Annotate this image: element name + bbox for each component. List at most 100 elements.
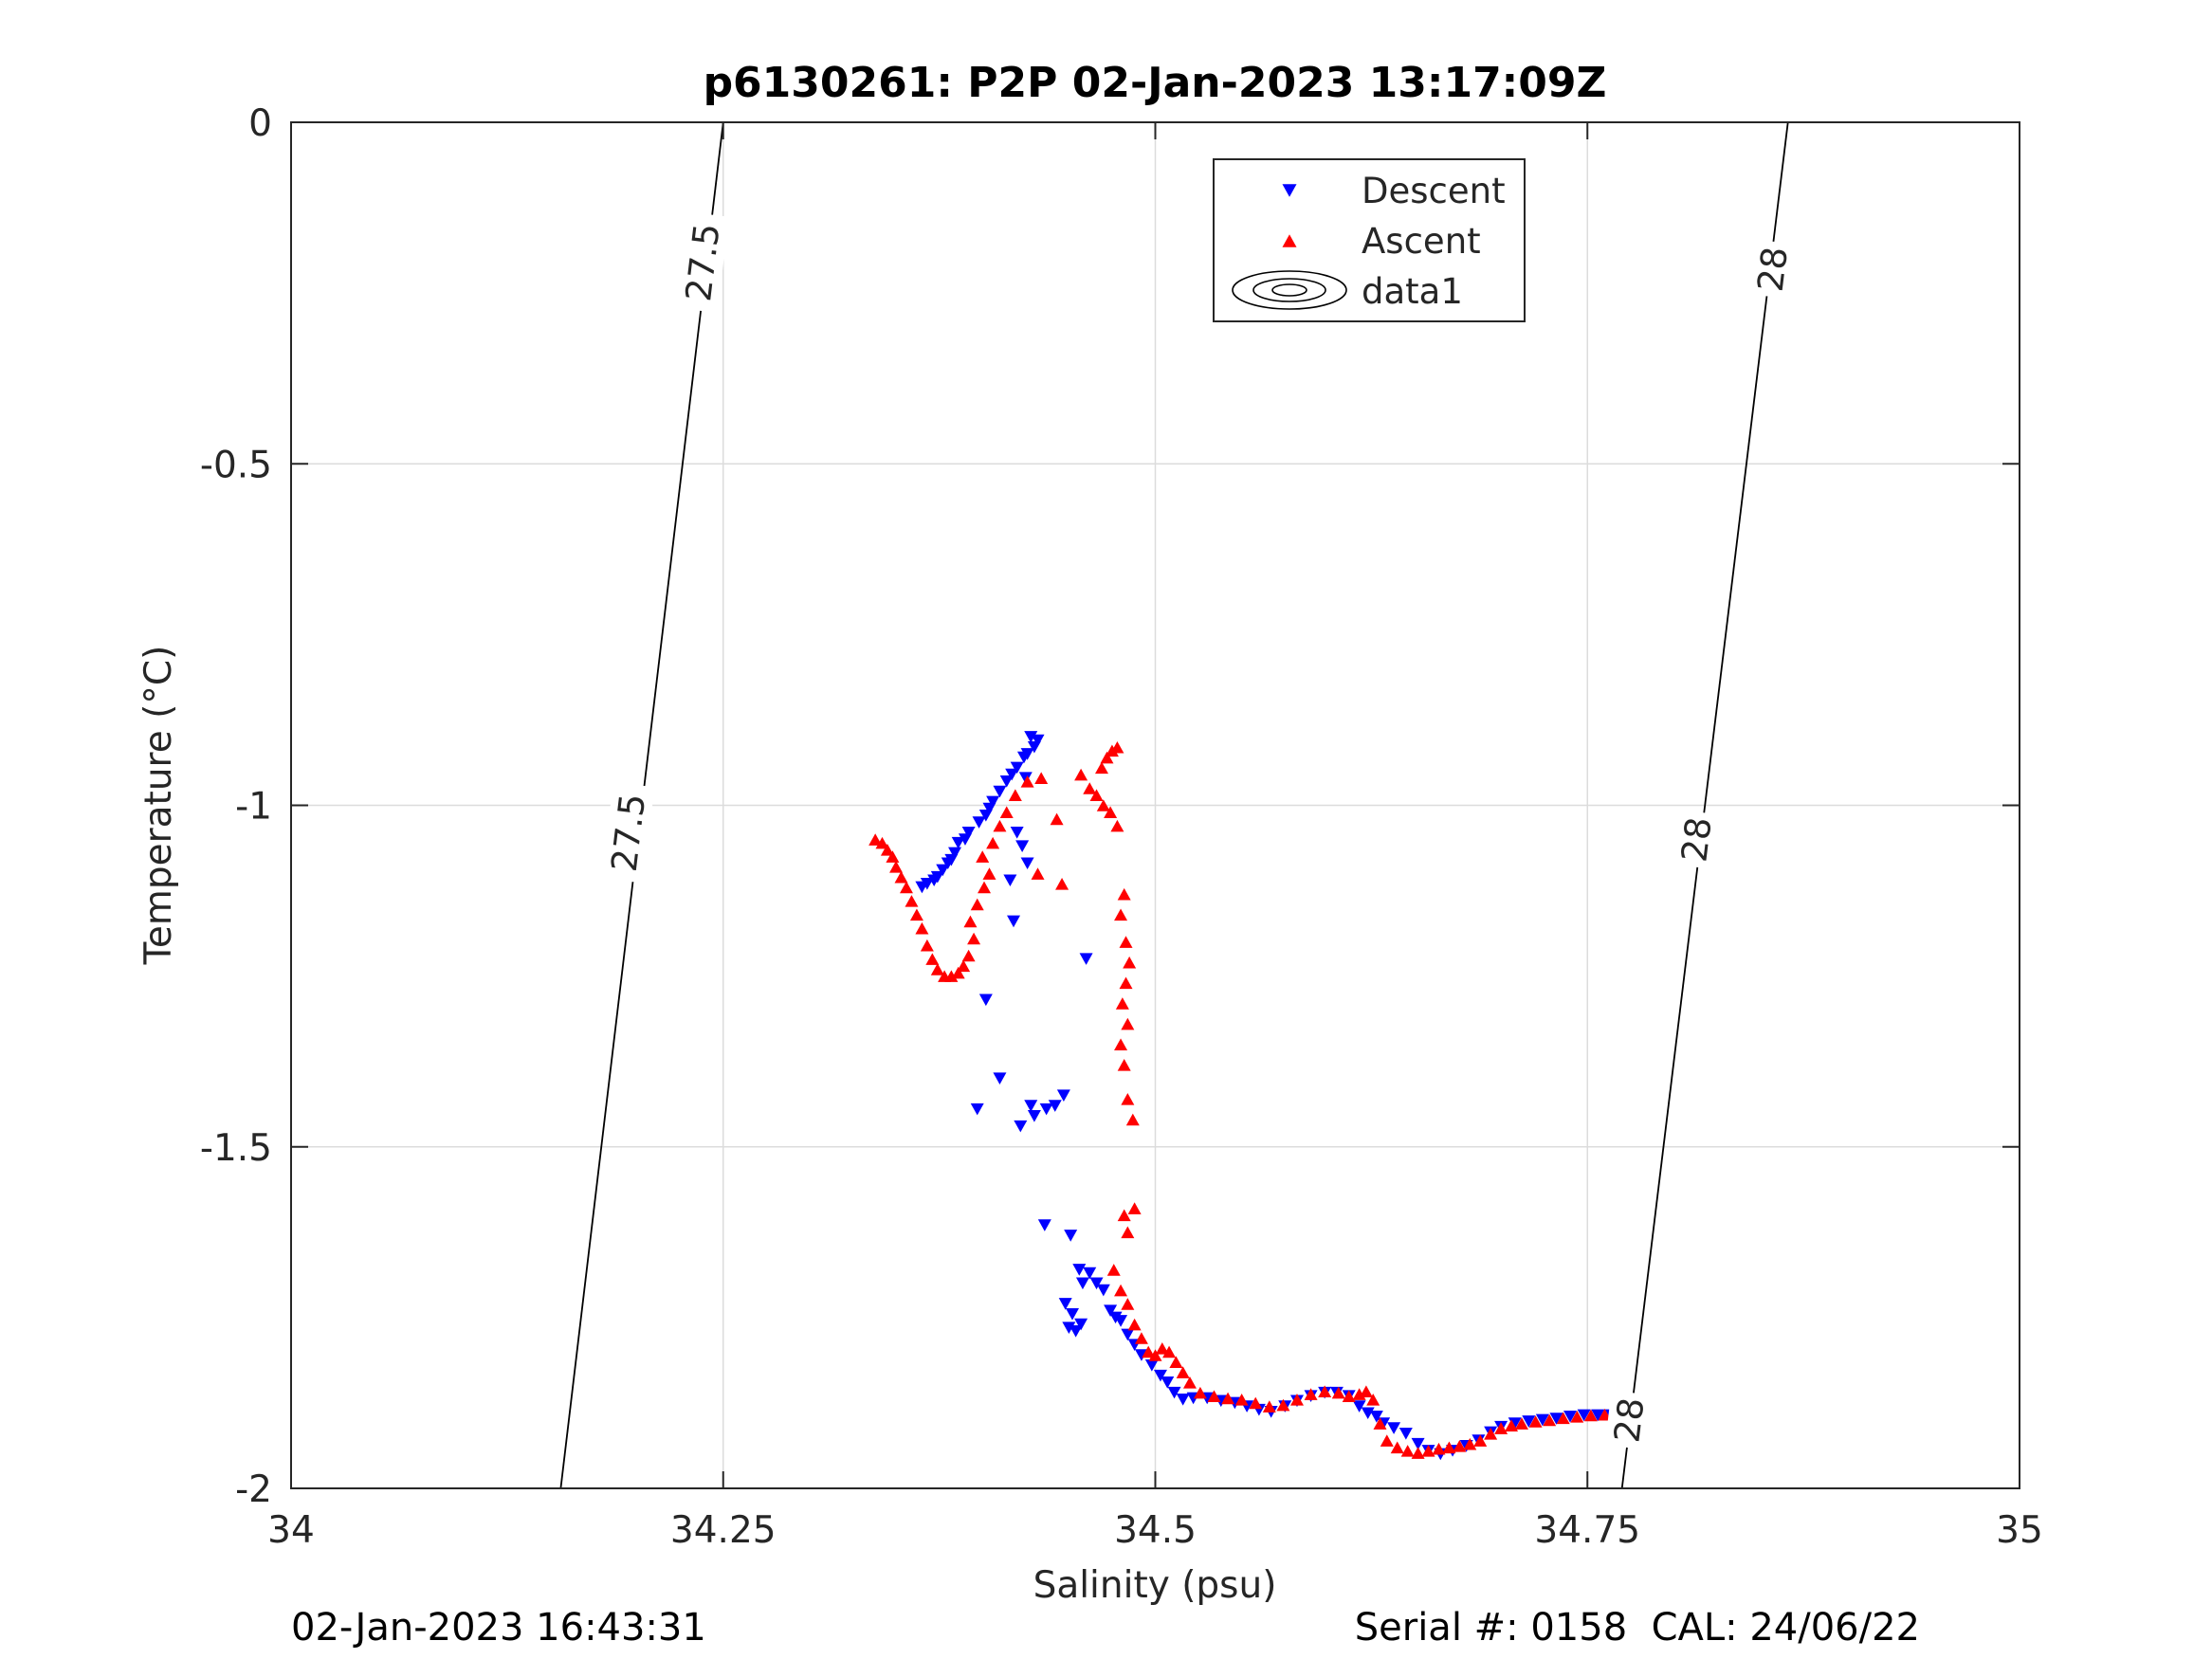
descent-point (1031, 734, 1045, 747)
ascent-point (1182, 1376, 1197, 1389)
ascent-point (1121, 1226, 1135, 1239)
ascent-point (951, 966, 965, 979)
contour-label-gap (1604, 1390, 1654, 1450)
ascent-point (868, 833, 883, 846)
descent-point (1591, 1409, 1605, 1422)
ascent-point (1583, 1409, 1598, 1422)
legend-descent-triangle (1282, 184, 1297, 197)
descent-point (978, 810, 993, 822)
ascent-point (1083, 782, 1097, 794)
ascent-point (1380, 1434, 1394, 1447)
descent-point (1121, 1328, 1135, 1341)
legend-ascent-triangle (1282, 234, 1297, 247)
x-tick-label: 34.75 (1534, 1509, 1640, 1552)
descent-point (1075, 1277, 1089, 1290)
ascent-point (1598, 1408, 1612, 1421)
x-tick-label: 35 (1996, 1509, 2043, 1552)
descent-point (1018, 772, 1033, 784)
descent-point (1039, 1103, 1053, 1116)
ascent-point (1110, 819, 1124, 832)
descent-point (986, 795, 1000, 809)
ascent-point (1155, 1341, 1169, 1355)
descent-point (1387, 1422, 1401, 1434)
ascent-point (1276, 1398, 1290, 1412)
ascent-point (880, 844, 894, 856)
ascent-point (1117, 887, 1131, 901)
ascent-point (1473, 1434, 1488, 1447)
contour-label: 28 (1747, 239, 1797, 300)
ascent-point (920, 939, 934, 952)
ascent-point (1570, 1411, 1584, 1423)
ascent-point (1117, 1058, 1131, 1071)
descent-point (982, 802, 996, 815)
descent-point (1069, 1324, 1083, 1338)
ascent-point (1366, 1394, 1380, 1406)
descent-point (958, 833, 972, 846)
descent-point (1522, 1415, 1536, 1428)
footer-timestamp: 02-Jan-2023 16:43:31 (291, 1606, 706, 1650)
ascent-point (1096, 799, 1110, 811)
ascent-point (1020, 775, 1034, 788)
ascent-point (1289, 1394, 1304, 1406)
ascent-point (1074, 768, 1088, 781)
descent-point (1079, 953, 1093, 965)
ascent-point (993, 819, 1007, 832)
ascent-point (1373, 1417, 1387, 1430)
descent-point (1167, 1386, 1181, 1399)
descent-point (1037, 1219, 1051, 1231)
descent-point (1007, 915, 1021, 928)
contour-label-text: 28 (1673, 815, 1719, 865)
descent-point (1153, 1369, 1167, 1382)
descent-point (1048, 1100, 1062, 1112)
ascent-point (961, 949, 976, 962)
ascent-point (1114, 1038, 1128, 1050)
descent-point (1161, 1376, 1175, 1389)
legend-contour-label: data1 (1362, 271, 1463, 312)
ascent-point (886, 850, 900, 863)
descent-point (1056, 1089, 1070, 1103)
ascent-point (1114, 908, 1128, 921)
contour-label-gap (1747, 239, 1797, 300)
descent-point (1014, 1120, 1028, 1133)
ascent-point (1031, 867, 1045, 880)
descent-point (972, 816, 986, 829)
ascent-point (1221, 1392, 1235, 1405)
ascent-point (1142, 1345, 1156, 1358)
ascent-point (1094, 761, 1108, 775)
ascent-point (1514, 1417, 1528, 1430)
ascent-point (1463, 1437, 1477, 1450)
ascent-point (963, 915, 978, 928)
y-tick-label: -2 (235, 1468, 272, 1511)
descent-point (1065, 1307, 1079, 1321)
descent-point (1005, 768, 1019, 781)
chart-title: p6130261: P2P 02-Jan-2023 13:17:09Z (704, 59, 1607, 107)
descent-point (1104, 1304, 1118, 1317)
ascent-point (967, 932, 981, 945)
x-tick-label: 34.25 (670, 1509, 777, 1552)
ascent-point (1104, 806, 1118, 819)
contour-label-text: 28 (1606, 1395, 1652, 1445)
descent-point (1015, 840, 1030, 853)
ascent-point (1331, 1386, 1345, 1399)
ascent-point (1148, 1349, 1162, 1361)
ascent-point (1505, 1419, 1519, 1432)
contour-label: 28 (1672, 810, 1721, 869)
descent-point (1010, 827, 1024, 839)
x-axis-label: Salinity (psu) (1033, 1564, 1277, 1607)
descent-point (1003, 874, 1017, 887)
descent-point (1577, 1409, 1591, 1422)
ascent-point (1162, 1345, 1177, 1358)
ascent-point (915, 921, 929, 935)
ascent-point (1400, 1445, 1415, 1457)
ascent-point (905, 895, 919, 907)
ascent-point (1304, 1388, 1318, 1400)
ascent-point (1100, 751, 1114, 764)
descent-point (999, 775, 1014, 788)
ascent-point (894, 870, 908, 884)
y-tick-label: -1 (235, 786, 272, 829)
descent-point (1020, 857, 1034, 870)
descent-point (927, 874, 941, 887)
ascent-point (970, 898, 984, 911)
ascent-point (1114, 1284, 1128, 1297)
descent-point (1024, 731, 1038, 743)
